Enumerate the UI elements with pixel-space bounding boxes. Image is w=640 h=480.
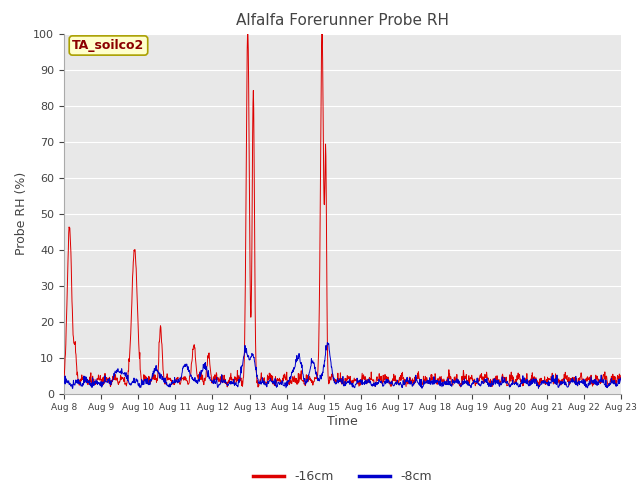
- Title: Alfalfa Forerunner Probe RH: Alfalfa Forerunner Probe RH: [236, 13, 449, 28]
- Text: TA_soilco2: TA_soilco2: [72, 39, 145, 52]
- Y-axis label: Probe RH (%): Probe RH (%): [15, 172, 28, 255]
- Legend: -16cm, -8cm: -16cm, -8cm: [248, 465, 436, 480]
- X-axis label: Time: Time: [327, 415, 358, 428]
